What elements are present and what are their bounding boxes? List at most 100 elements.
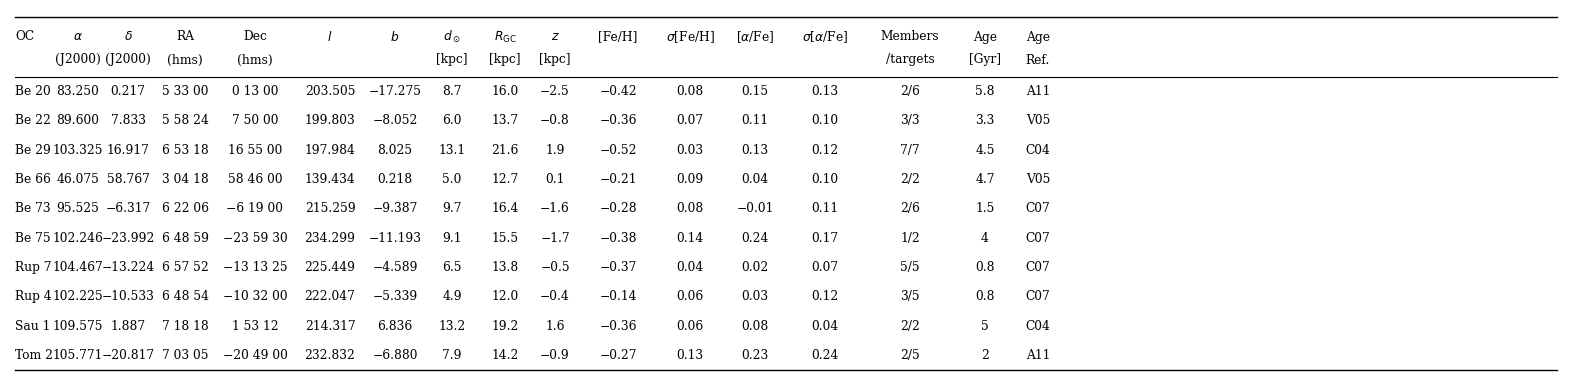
Text: 102.246: 102.246 [52,231,104,244]
Text: Be 75: Be 75 [16,231,50,244]
Text: $d_\odot$: $d_\odot$ [443,29,461,45]
Text: 89.600: 89.600 [57,115,99,128]
Text: 199.803: 199.803 [305,115,355,128]
Text: 12.0: 12.0 [492,290,519,303]
Text: 0.11: 0.11 [742,115,769,128]
Text: C07: C07 [1025,202,1050,215]
Text: C04: C04 [1025,320,1050,333]
Text: −0.52: −0.52 [599,144,637,157]
Text: $z$: $z$ [550,31,560,44]
Text: 5 33 00: 5 33 00 [162,85,208,98]
Text: 0.11: 0.11 [811,202,838,215]
Text: (hms): (hms) [167,53,203,66]
Text: 0.06: 0.06 [676,290,704,303]
Text: 0.17: 0.17 [811,231,838,244]
Text: 5.0: 5.0 [442,173,462,186]
Text: 215.259: 215.259 [305,202,355,215]
Text: −0.37: −0.37 [599,261,637,274]
Text: 1.5: 1.5 [975,202,995,215]
Text: Rup 4: Rup 4 [16,290,52,303]
Text: 6 53 18: 6 53 18 [162,144,209,157]
Text: −0.01: −0.01 [736,202,773,215]
Text: Ref.: Ref. [1027,53,1050,66]
Text: −13 13 25: −13 13 25 [223,261,288,274]
Text: 109.575: 109.575 [53,320,104,333]
Text: 6.836: 6.836 [377,320,412,333]
Text: Age: Age [973,31,997,44]
Text: 5: 5 [981,320,989,333]
Text: 5/5: 5/5 [901,261,920,274]
Text: [kpc]: [kpc] [539,53,571,66]
Text: 0.10: 0.10 [811,115,838,128]
Text: 6.0: 6.0 [442,115,462,128]
Text: 46.075: 46.075 [57,173,99,186]
Text: Members: Members [880,31,940,44]
Text: /targets: /targets [885,53,934,66]
Text: −6.880: −6.880 [373,349,418,362]
Text: V05: V05 [1027,115,1050,128]
Text: [Fe/H]: [Fe/H] [599,31,638,44]
Text: 0.08: 0.08 [742,320,769,333]
Text: 58.767: 58.767 [107,173,149,186]
Text: 3 04 18: 3 04 18 [162,173,209,186]
Text: Be 73: Be 73 [16,202,50,215]
Text: Rup 7: Rup 7 [16,261,52,274]
Text: −1.7: −1.7 [541,231,569,244]
Text: −9.387: −9.387 [373,202,418,215]
Text: 0.04: 0.04 [811,320,838,333]
Text: 0.13: 0.13 [811,85,838,98]
Text: C04: C04 [1025,144,1050,157]
Text: 7/7: 7/7 [901,144,920,157]
Text: 0.07: 0.07 [676,115,704,128]
Text: −10 32 00: −10 32 00 [223,290,288,303]
Text: 2/6: 2/6 [901,85,920,98]
Text: −0.14: −0.14 [599,290,637,303]
Text: 0.14: 0.14 [676,231,704,244]
Text: 104.467: 104.467 [52,261,104,274]
Text: 6.5: 6.5 [442,261,462,274]
Text: −0.8: −0.8 [541,115,571,128]
Text: 13.2: 13.2 [439,320,465,333]
Text: 234.299: 234.299 [305,231,355,244]
Text: 222.047: 222.047 [305,290,355,303]
Text: Be 20: Be 20 [16,85,50,98]
Text: 0.03: 0.03 [742,290,769,303]
Text: (hms): (hms) [237,53,274,66]
Text: 102.225: 102.225 [52,290,104,303]
Text: −0.4: −0.4 [541,290,571,303]
Text: 214.317: 214.317 [305,320,355,333]
Text: −5.339: −5.339 [373,290,418,303]
Text: 0.09: 0.09 [676,173,704,186]
Text: 0.02: 0.02 [742,261,769,274]
Text: 0.24: 0.24 [811,349,839,362]
Text: A11: A11 [1027,349,1050,362]
Text: 4.9: 4.9 [442,290,462,303]
Text: −2.5: −2.5 [541,85,571,98]
Text: Tom 2: Tom 2 [16,349,53,362]
Text: −0.9: −0.9 [541,349,571,362]
Text: 0.1: 0.1 [545,173,564,186]
Text: 9.1: 9.1 [442,231,462,244]
Text: 1/2: 1/2 [901,231,920,244]
Text: −11.193: −11.193 [368,231,421,244]
Text: 0.06: 0.06 [676,320,704,333]
Text: 0 13 00: 0 13 00 [231,85,278,98]
Text: C07: C07 [1025,290,1050,303]
Text: −13.224: −13.224 [101,261,154,274]
Text: 0.24: 0.24 [742,231,769,244]
Text: −0.42: −0.42 [599,85,637,98]
Text: −0.21: −0.21 [599,173,637,186]
Text: 16.0: 16.0 [492,85,519,98]
Text: 58 46 00: 58 46 00 [228,173,283,186]
Text: 0.03: 0.03 [676,144,704,157]
Text: 0.08: 0.08 [676,85,704,98]
Text: $\alpha$: $\alpha$ [72,31,83,44]
Text: −20.817: −20.817 [102,349,154,362]
Text: 6 57 52: 6 57 52 [162,261,209,274]
Text: [Gyr]: [Gyr] [968,53,1001,66]
Text: $b$: $b$ [390,30,399,44]
Text: 2/2: 2/2 [901,173,920,186]
Text: 1.9: 1.9 [545,144,564,157]
Text: 13.8: 13.8 [492,261,519,274]
Text: −0.28: −0.28 [599,202,637,215]
